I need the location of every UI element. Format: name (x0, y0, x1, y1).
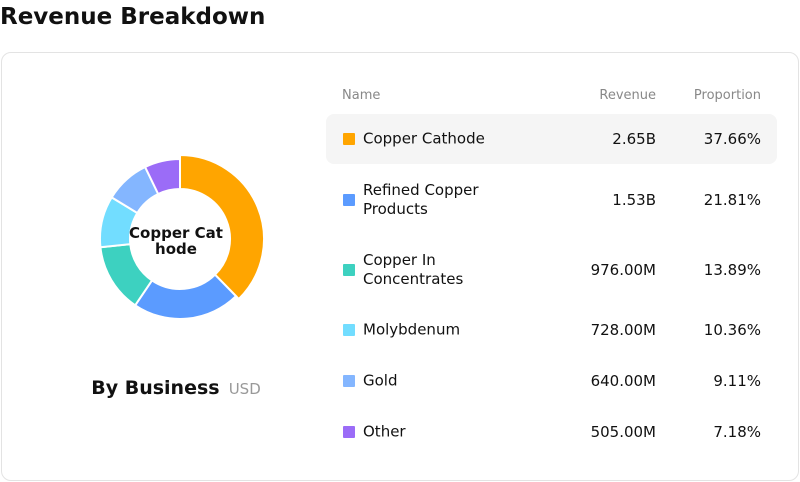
table-row-copper-cathode[interactable]: Copper Cathode 2.65B 37.66% (326, 114, 777, 164)
donut-slice-copper-cathode[interactable] (179, 153, 265, 301)
revenue-card: Copper Cathode By Business USD Name Reve… (1, 52, 799, 481)
row-proportion: 7.18% (713, 423, 761, 441)
row-proportion: 37.66% (703, 130, 761, 148)
row-proportion: 13.89% (703, 261, 761, 279)
row-name: Other (363, 422, 406, 441)
chart-caption-title: By Business (91, 377, 220, 399)
header-proportion: Proportion (693, 88, 761, 103)
legend-swatch (343, 375, 355, 387)
legend-swatch (343, 426, 355, 438)
legend-swatch (343, 133, 355, 145)
row-proportion: 10.36% (703, 321, 761, 339)
row-revenue: 976.00M (590, 261, 656, 279)
header-revenue: Revenue (599, 88, 656, 103)
table-row-gold[interactable]: Gold 640.00M 9.11% (326, 356, 777, 406)
row-name: Refined Copper Products (363, 181, 479, 218)
row-name: Copper Cathode (363, 129, 485, 148)
row-revenue: 505.00M (590, 423, 656, 441)
table-row-copper-in-concentrates[interactable]: Copper In Concentrates 976.00M 13.89% (326, 245, 777, 295)
table-row-refined-copper-products[interactable]: Refined Copper Products 1.53B 21.81% (326, 175, 777, 225)
legend-swatch (343, 324, 355, 336)
donut-center-label: Copper Cathode (129, 224, 223, 258)
header-name: Name (342, 88, 381, 103)
row-revenue: 728.00M (590, 321, 656, 339)
row-name: Gold (363, 371, 398, 390)
row-revenue: 1.53B (612, 191, 656, 209)
table-row-other[interactable]: Other 505.00M 7.18% (326, 407, 777, 457)
legend-swatch (343, 194, 355, 206)
row-revenue: 2.65B (612, 130, 656, 148)
page-title: Revenue Breakdown (0, 4, 266, 30)
row-proportion: 21.81% (703, 191, 761, 209)
row-revenue: 640.00M (590, 372, 656, 390)
table-header: Name Revenue Proportion (326, 83, 777, 113)
legend-swatch (343, 264, 355, 276)
row-proportion: 9.11% (713, 372, 761, 390)
donut-chart (99, 153, 265, 320)
chart-caption-unit: USD (228, 380, 261, 398)
row-name: Molybdenum (363, 320, 461, 339)
table-row-molybdenum[interactable]: Molybdenum 728.00M 10.36% (326, 305, 777, 355)
chart-caption: By Business USD (2, 377, 350, 399)
breakdown-table: Name Revenue Proportion Copper Cathode 2… (326, 83, 777, 441)
donut-slice-other[interactable] (143, 157, 181, 196)
donut-chart-area: Copper Cathode By Business USD (2, 53, 332, 482)
row-name: Copper In Concentrates (363, 251, 464, 288)
